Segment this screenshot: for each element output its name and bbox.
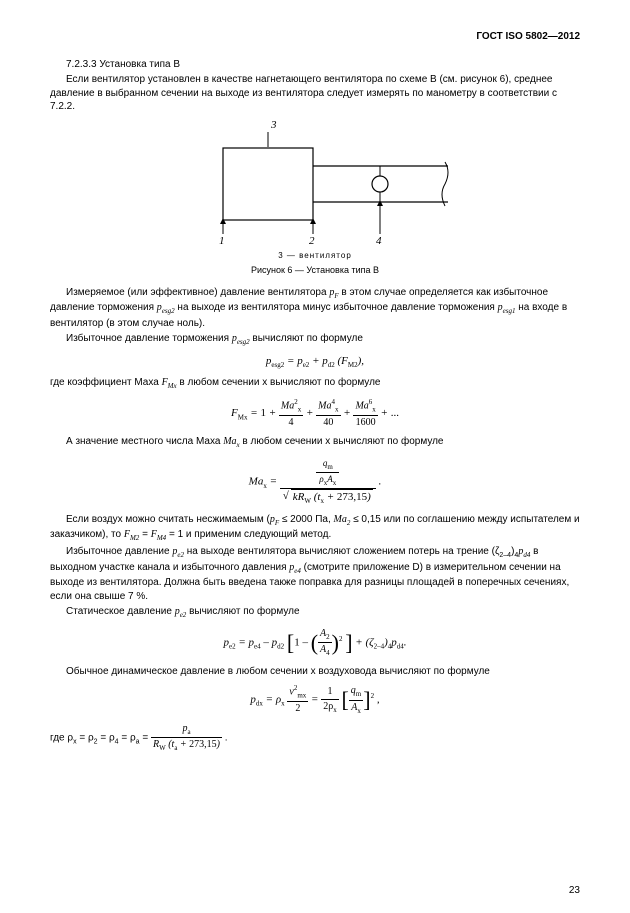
doc-id: ГОСТ ISO 5802—2012: [50, 30, 580, 44]
para-10: где ρx = ρ2 = ρ4 = ρa = paRW (ta + 273,1…: [50, 722, 580, 754]
equation-1: pesg2 = pe2 + pd2 (FM2),: [50, 354, 580, 371]
equation-2: FMx = 1 + Ma2x4 + Ma4x40 + Ma6x1600 + ..…: [50, 398, 580, 429]
page: ГОСТ ISO 5802—2012 7.2.3.3 Установка тип…: [0, 0, 630, 913]
para-3: Избыточное давление торможения pesg2 выч…: [50, 332, 580, 347]
equation-3: Max = qmρxAx kRW (tx + 273,15) .: [50, 457, 580, 507]
svg-text:2: 2: [309, 235, 315, 245]
equation-5: pdx = ρx v2mx2 = 12ρx [qmAx]2 ,: [50, 684, 580, 716]
svg-text:4: 4: [376, 235, 382, 245]
figure-legend: 3 — вентилятор: [278, 251, 352, 260]
equation-4: pe2 = pe4 – pd2 [1 – (A2A4)2 ] + (ζ2–4)4…: [50, 627, 580, 659]
para-7: Избыточное давление pe2 на выходе вентил…: [50, 545, 580, 603]
para-1: Если вентилятор установлен в качестве на…: [50, 73, 580, 114]
figure-6-svg: 1 2 3 4: [175, 120, 455, 245]
para-9: Обычное динамическое давление в любом се…: [50, 665, 580, 679]
page-number: 23: [569, 884, 580, 898]
svg-text:1: 1: [219, 235, 225, 245]
para-8: Статическое давление pe2 вычисляют по фо…: [50, 605, 580, 620]
para-4: где коэффициент Маха FMx в любом сечении…: [50, 376, 580, 391]
para-5: А значение местного числа Маха Max в люб…: [50, 435, 580, 450]
para-6: Если воздух можно считать несжимаемым (p…: [50, 513, 580, 544]
svg-text:3: 3: [270, 120, 277, 131]
figure-caption: Рисунок 6 — Установка типа B: [251, 265, 379, 275]
section-heading: 7.2.3.3 Установка типа B: [50, 58, 580, 72]
figure-6: 1 2 3 4 3 — вентилятор Рисунок 6 — Установк…: [50, 120, 580, 276]
para-2: Измеряемое (или эффективное) давление ве…: [50, 286, 580, 330]
